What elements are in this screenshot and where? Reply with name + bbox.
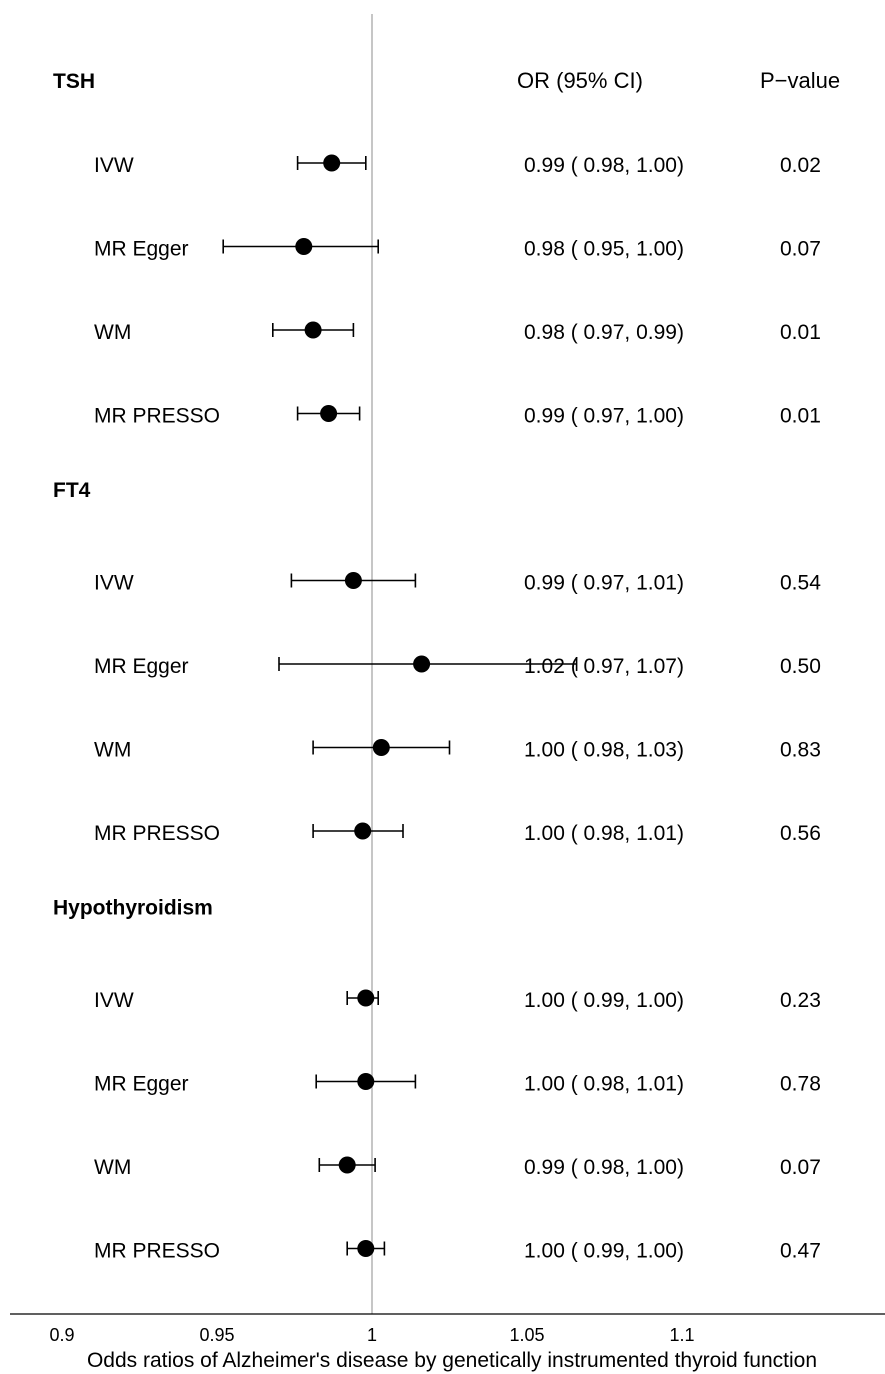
method-label: MR Egger bbox=[94, 238, 189, 261]
p-value: 0.01 bbox=[780, 405, 821, 428]
method-label: MR PRESSO bbox=[94, 822, 220, 845]
or-ci-value: 1.00 ( 0.99, 1.00) bbox=[524, 1240, 684, 1263]
x-axis-title: Odds ratios of Alzheimer's disease by ge… bbox=[87, 1349, 817, 1372]
x-tick-label: 0.9 bbox=[49, 1325, 74, 1345]
p-value: 0.07 bbox=[780, 1156, 821, 1179]
or-ci-value: 0.99 ( 0.97, 1.00) bbox=[524, 405, 684, 428]
or-point bbox=[354, 822, 372, 840]
or-point bbox=[357, 1073, 375, 1090]
method-label: MR Egger bbox=[94, 1073, 189, 1096]
p-value: 0.83 bbox=[780, 739, 821, 762]
group-label: FT4 bbox=[53, 479, 91, 502]
method-label: MR PRESSO bbox=[94, 405, 220, 428]
p-value: 0.50 bbox=[780, 655, 821, 678]
or-point bbox=[304, 321, 322, 339]
or-point bbox=[357, 1240, 375, 1257]
or-ci-value: 1.00 ( 0.98, 1.01) bbox=[524, 822, 684, 845]
or-point bbox=[357, 989, 375, 1007]
x-tick-label: 1.05 bbox=[509, 1325, 544, 1345]
method-label: IVW bbox=[94, 989, 134, 1012]
or-ci-column-header: OR (95% CI) bbox=[517, 68, 643, 93]
or-ci-value: 0.99 ( 0.97, 1.01) bbox=[524, 572, 684, 595]
or-point bbox=[320, 405, 338, 422]
or-ci-value: 1.00 ( 0.98, 1.03) bbox=[524, 739, 684, 762]
or-point bbox=[413, 655, 431, 673]
or-ci-value: 1.02 ( 0.97, 1.07) bbox=[524, 655, 684, 678]
or-point bbox=[344, 572, 362, 589]
or-ci-value: 0.98 ( 0.95, 1.00) bbox=[524, 238, 684, 261]
p-value: 0.78 bbox=[780, 1073, 821, 1096]
or-ci-value: 1.00 ( 0.98, 1.01) bbox=[524, 1073, 684, 1096]
or-point bbox=[295, 238, 313, 255]
method-label: WM bbox=[94, 1156, 131, 1179]
p-value: 0.54 bbox=[780, 572, 821, 595]
method-label: WM bbox=[94, 739, 131, 762]
p-value: 0.02 bbox=[780, 154, 821, 177]
p-value: 0.56 bbox=[780, 822, 821, 845]
method-label: IVW bbox=[94, 154, 134, 177]
p-value: 0.01 bbox=[780, 321, 821, 344]
method-label: IVW bbox=[94, 572, 134, 595]
method-label: WM bbox=[94, 321, 131, 344]
x-tick-label: 1.1 bbox=[669, 1325, 694, 1345]
group-label: Hypothyroidism bbox=[53, 897, 213, 920]
method-label: MR Egger bbox=[94, 655, 189, 678]
or-ci-value: 0.98 ( 0.97, 0.99) bbox=[524, 321, 684, 344]
or-ci-value: 0.99 ( 0.98, 1.00) bbox=[524, 154, 684, 177]
or-ci-value: 0.99 ( 0.98, 1.00) bbox=[524, 1156, 684, 1179]
or-point bbox=[372, 739, 390, 756]
p-value: 0.47 bbox=[780, 1240, 821, 1263]
x-tick-label: 0.95 bbox=[199, 1325, 234, 1345]
or-ci-value: 1.00 ( 0.99, 1.00) bbox=[524, 989, 684, 1012]
p-value: 0.23 bbox=[780, 989, 821, 1012]
group-label: TSH bbox=[53, 70, 95, 93]
p-value-column-header: P−value bbox=[760, 68, 840, 93]
x-tick-label: 1 bbox=[367, 1325, 377, 1345]
or-point bbox=[323, 154, 341, 172]
p-value: 0.07 bbox=[780, 238, 821, 261]
method-label: MR PRESSO bbox=[94, 1240, 220, 1263]
or-point bbox=[338, 1156, 356, 1174]
